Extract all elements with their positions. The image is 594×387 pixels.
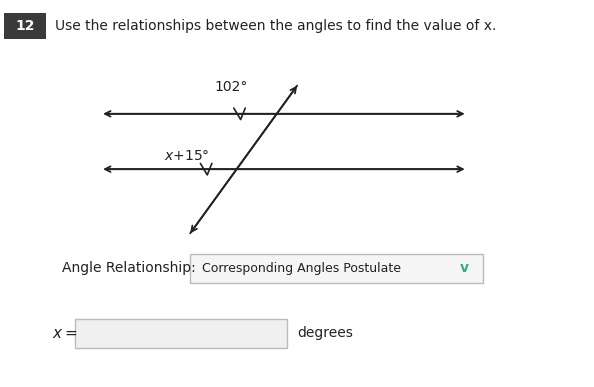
Text: 12: 12 xyxy=(15,19,34,33)
Text: Use the relationships between the angles to find the value of x.: Use the relationships between the angles… xyxy=(55,19,497,33)
FancyBboxPatch shape xyxy=(75,319,287,348)
Text: Angle Relationship:: Angle Relationship: xyxy=(62,261,196,276)
FancyBboxPatch shape xyxy=(4,13,46,39)
Text: Corresponding Angles Postulate: Corresponding Angles Postulate xyxy=(203,262,402,275)
Text: degrees: degrees xyxy=(298,326,353,340)
Text: 102°: 102° xyxy=(214,80,248,94)
Text: v: v xyxy=(460,261,469,276)
Text: $x =$: $x =$ xyxy=(52,326,78,341)
FancyBboxPatch shape xyxy=(190,254,483,283)
Text: $x$+15°: $x$+15° xyxy=(165,149,210,163)
